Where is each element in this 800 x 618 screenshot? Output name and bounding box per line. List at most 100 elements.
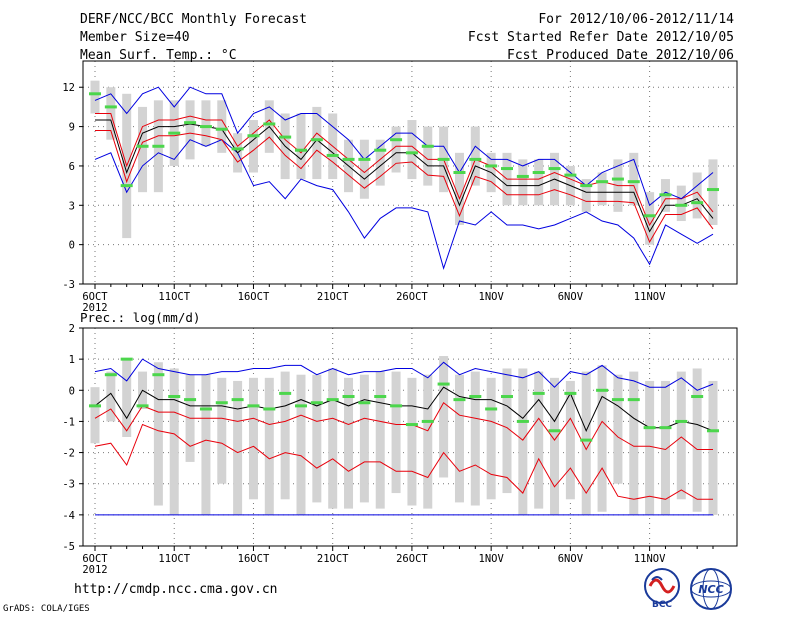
temp-spread-box [90, 80, 100, 114]
prec-spread-box [264, 377, 274, 515]
temp-ytick-label: 0 [69, 240, 75, 252]
prec-xtick-label: 11OCT [158, 553, 190, 565]
temp-median-marker [707, 188, 719, 192]
prec-median-marker [469, 395, 482, 399]
temp-xtick-label: 11NOV [634, 291, 666, 303]
prec-median-marker [437, 382, 450, 386]
temp-ytick-label: 9 [69, 122, 75, 134]
prec-spread-box [248, 377, 258, 500]
temp-spread-box [375, 139, 385, 186]
prec-median-marker [279, 391, 292, 395]
prec-median-marker [89, 404, 101, 408]
temp-median-marker [168, 131, 181, 135]
prec-spread-box [439, 356, 449, 478]
prec-spread-box [359, 374, 369, 503]
temp-ytick-label: -3 [62, 279, 75, 291]
temp-median-marker [120, 184, 133, 188]
prec-xtick-label: 21OCT [317, 553, 349, 565]
prec-spread-box [660, 380, 670, 515]
prec-lo-band-line [94, 423, 713, 500]
temp-ytick-label: 3 [69, 200, 75, 212]
temp-median-marker [691, 201, 704, 205]
temp-median-marker [453, 171, 466, 174]
temp-spread-box [391, 126, 401, 173]
prec-median-marker [707, 429, 719, 433]
temp-xtick-label: 11OCT [158, 291, 190, 303]
prec-median-marker [263, 407, 276, 411]
prec-median-marker [643, 426, 656, 430]
prec-spread-box [454, 374, 464, 503]
prec-median-marker [485, 407, 498, 411]
prec-spread-box [312, 374, 322, 503]
ncc-logo-text: NCC [698, 583, 723, 596]
temp-xtick-label: 26OCT [396, 291, 428, 303]
prec-spread-box [201, 374, 211, 515]
prec-median-marker [247, 404, 260, 408]
temp-spread-box [676, 185, 686, 222]
prec-ytick-label: -5 [62, 541, 75, 553]
temp-median-marker [596, 180, 609, 184]
member-size-label: Member Size=40 [80, 30, 190, 45]
prec-spread-box [470, 371, 480, 506]
temp-median-marker [501, 167, 513, 171]
temp-xtick-label: 16OCT [238, 291, 270, 303]
variable-label-temperature: Mean Surf. Temp.: °C [80, 48, 237, 63]
prec-median-marker [580, 438, 593, 442]
temp-median-marker [580, 184, 593, 188]
temp-median-marker [136, 144, 149, 148]
prec-spread-box [423, 374, 433, 509]
temp-median-marker [548, 167, 561, 171]
ncc-logo-icon: NCC [690, 568, 732, 610]
prec-xtick-label: 11NOV [634, 553, 666, 565]
forecast-period: For 2012/10/06-2012/11/14 [538, 12, 734, 27]
prec-spread-box [280, 371, 290, 500]
temp-median-marker [247, 134, 260, 138]
temp-spread-box [359, 139, 369, 199]
prec-spread-box [502, 368, 512, 494]
temp-median-marker [374, 148, 387, 152]
temp-median-marker [215, 127, 228, 131]
temp-spread-box [629, 152, 639, 206]
prec-median-marker [152, 373, 165, 377]
prec-spread-box [676, 371, 686, 500]
temp-xtick-label: 21OCT [317, 291, 349, 303]
temp-median-marker [89, 92, 101, 96]
temp-spread-box [138, 106, 148, 193]
prec-spread-box [122, 359, 132, 437]
temp-median-marker [199, 125, 212, 129]
prec-ytick-label: 1 [69, 354, 75, 366]
prec-median-marker [501, 395, 513, 399]
prec-max-line [94, 358, 714, 391]
prec-xtick-year: 2012 [82, 564, 107, 576]
prec-ytick-label: -3 [62, 479, 75, 491]
footer-url[interactable]: http://cmdp.ncc.cma.gov.cn [74, 582, 278, 597]
forecast-start-date: Fcst Started Refer Date 2012/10/05 [467, 30, 734, 45]
prec-median-marker [215, 401, 228, 405]
prec-median-marker [627, 398, 640, 402]
prec-spread-box [565, 380, 575, 500]
temp-median-marker [643, 214, 656, 218]
prec-median-marker [453, 398, 466, 402]
temp-median-marker [279, 135, 292, 139]
prec-spread-box [153, 362, 163, 506]
temp-median-marker [342, 157, 355, 161]
temp-median-marker [390, 138, 403, 142]
prec-median-marker [564, 391, 577, 395]
temp-spread-box [217, 100, 227, 153]
temp-spread-box [454, 152, 464, 225]
temp-median-marker [437, 157, 450, 161]
prec-spread-box [328, 368, 338, 509]
prec-spread-box [217, 377, 227, 484]
prec-median-marker [659, 426, 672, 430]
temp-median-marker [627, 180, 640, 184]
prec-median-marker [516, 419, 529, 423]
temp-max-line [94, 139, 714, 270]
prec-spread-box [407, 377, 417, 506]
temp-ytick-label: 12 [62, 82, 75, 94]
temp-hi-band-line [95, 113, 714, 227]
prec-median-marker [596, 388, 609, 392]
prec-spread-box [391, 371, 401, 494]
temp-median-marker [564, 173, 577, 177]
temp-xtick-label: 6NOV [558, 291, 584, 303]
